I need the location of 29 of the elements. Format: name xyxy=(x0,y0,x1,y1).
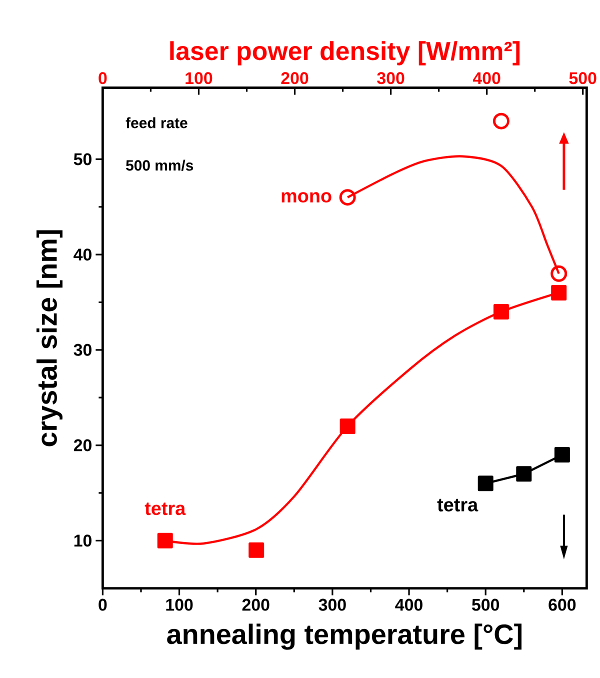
series-label: tetra xyxy=(144,502,186,516)
x2-tick-label: 0 xyxy=(98,72,107,84)
x-axis-title: annealing temperature [°C] xyxy=(166,624,522,650)
y-tick-label: 50 xyxy=(74,153,92,166)
x-tick-label: 500 xyxy=(472,598,499,611)
x-tick-label: 300 xyxy=(318,598,346,611)
series-label: tetra xyxy=(437,498,478,512)
annotation: 500 mm/s xyxy=(126,160,193,171)
series-label: mono xyxy=(282,192,332,203)
y-tick-label: 40 xyxy=(73,248,92,261)
x2-tick-label: 300 xyxy=(376,72,404,84)
x-tick-label: 0 xyxy=(98,598,107,611)
x-tick-label: 100 xyxy=(166,598,193,611)
annotation: feed rate xyxy=(126,117,188,128)
y-tick-label: 20 xyxy=(74,439,92,452)
y-tick-label: 10 xyxy=(74,534,92,547)
x2-tick-label: 400 xyxy=(472,72,500,84)
x2-tick-label: 500 xyxy=(569,72,596,84)
x-tick-label: 600 xyxy=(548,598,576,611)
x2-tick-label: 200 xyxy=(281,72,308,84)
y-axis-title: crystal size [nm] xyxy=(36,230,62,446)
point xyxy=(516,466,532,482)
point xyxy=(478,476,494,492)
y-tick-label: 30 xyxy=(74,344,92,356)
point xyxy=(554,447,570,463)
x2-axis-title: laser power density [W/mm²] xyxy=(170,41,520,66)
x-tick-label: 400 xyxy=(395,598,422,611)
x2-tick-label: 100 xyxy=(186,72,212,84)
x-tick-label: 200 xyxy=(242,598,270,611)
